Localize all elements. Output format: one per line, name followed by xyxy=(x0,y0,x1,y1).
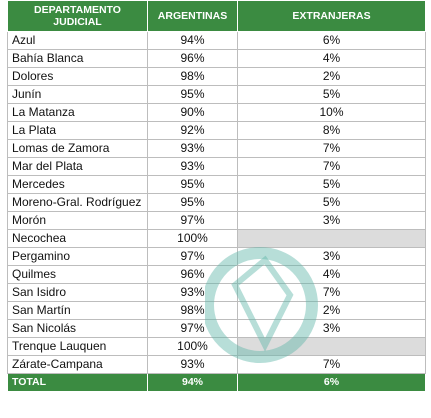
percent-cell: 93% xyxy=(147,139,238,158)
percent-cell: 100% xyxy=(147,229,238,248)
percent-cell: 98% xyxy=(147,67,238,86)
department-cell: Quilmes xyxy=(7,265,148,284)
table-body: Azul 94% 6% Bahía Blanca 96% 4% Dolores 98% 2% Ju… xyxy=(7,31,426,392)
percent-cell: 2% xyxy=(237,301,426,320)
percent-cell: 94% xyxy=(147,31,238,50)
table-row: Junín 95% 5% xyxy=(7,85,426,104)
percent-cell: 3% xyxy=(237,319,426,338)
percent-cell: 8% xyxy=(237,121,426,140)
table-row: San Isidro 93% 7% xyxy=(7,283,426,302)
percent-cell: 100% xyxy=(147,337,238,356)
table-row: La Plata 92% 8% xyxy=(7,121,426,140)
header-row: DEPARTAMENTO JUDICIAL ARGENTINAS EXTRANJER… xyxy=(7,0,426,32)
percent-cell: 3% xyxy=(237,211,426,230)
empty-cell xyxy=(237,229,426,248)
total-label: TOTAL xyxy=(7,373,148,392)
total-row: TOTAL 94% 6% xyxy=(7,373,426,392)
table-row: Morón 97% 3% xyxy=(7,211,426,230)
empty-cell xyxy=(237,337,426,356)
table-row: Bahía Blanca 96% 4% xyxy=(7,49,426,68)
department-cell: San Martín xyxy=(7,301,148,320)
percent-cell: 95% xyxy=(147,85,238,104)
table-row: Trenque Lauquen 100% xyxy=(7,337,426,356)
table-row: Mar del Plata 93% 7% xyxy=(7,157,426,176)
percent-cell: 2% xyxy=(237,67,426,86)
percent-cell: 97% xyxy=(147,247,238,266)
percent-cell: 10% xyxy=(237,103,426,122)
department-cell: Pergamino xyxy=(7,247,148,266)
table-row: Necochea 100% xyxy=(7,229,426,248)
department-cell: Lomas de Zamora xyxy=(7,139,148,158)
percent-cell: 97% xyxy=(147,211,238,230)
percent-cell: 7% xyxy=(237,355,426,374)
table-row: Zárate-Campana 93% 7% xyxy=(7,355,426,374)
table-row: San Martín 98% 2% xyxy=(7,301,426,320)
percent-cell: 98% xyxy=(147,301,238,320)
department-cell: Zárate-Campana xyxy=(7,355,148,374)
percent-cell: 7% xyxy=(237,157,426,176)
department-cell: Moreno-Gral. Rodríguez xyxy=(7,193,148,212)
table-row: Dolores 98% 2% xyxy=(7,67,426,86)
department-cell: Dolores xyxy=(7,67,148,86)
department-cell: Bahía Blanca xyxy=(7,49,148,68)
percent-cell: 97% xyxy=(147,319,238,338)
department-cell: Morón xyxy=(7,211,148,230)
total-cell: 94% xyxy=(147,373,238,392)
department-cell: San Isidro xyxy=(7,283,148,302)
table-row: Pergamino 97% 3% xyxy=(7,247,426,266)
percent-cell: 7% xyxy=(237,283,426,302)
table-row: Mercedes 95% 5% xyxy=(7,175,426,194)
department-cell: Necochea xyxy=(7,229,148,248)
percent-cell: 5% xyxy=(237,193,426,212)
table-row: La Matanza 90% 10% xyxy=(7,103,426,122)
percent-cell: 4% xyxy=(237,49,426,68)
percent-cell: 95% xyxy=(147,193,238,212)
data-table: DEPARTAMENTO JUDICIAL ARGENTINAS EXTRANJER… xyxy=(7,0,426,392)
department-cell: La Matanza xyxy=(7,103,148,122)
percent-cell: 6% xyxy=(237,31,426,50)
department-cell: San Nicolás xyxy=(7,319,148,338)
percent-cell: 93% xyxy=(147,157,238,176)
percent-cell: 93% xyxy=(147,355,238,374)
department-cell: Mercedes xyxy=(7,175,148,194)
percent-cell: 95% xyxy=(147,175,238,194)
percent-cell: 3% xyxy=(237,247,426,266)
percent-cell: 90% xyxy=(147,103,238,122)
table-row: San Nicolás 97% 3% xyxy=(7,319,426,338)
table-row: Quilmes 96% 4% xyxy=(7,265,426,284)
department-cell: La Plata xyxy=(7,121,148,140)
department-cell: Trenque Lauquen xyxy=(7,337,148,356)
department-cell: Junín xyxy=(7,85,148,104)
column-header: EXTRANJERAS xyxy=(237,0,426,32)
percent-cell: 96% xyxy=(147,265,238,284)
department-cell: Azul xyxy=(7,31,148,50)
department-cell: Mar del Plata xyxy=(7,157,148,176)
percent-cell: 92% xyxy=(147,121,238,140)
percent-cell: 5% xyxy=(237,175,426,194)
percent-cell: 4% xyxy=(237,265,426,284)
column-header: ARGENTINAS xyxy=(147,0,238,32)
table-row: Azul 94% 6% xyxy=(7,31,426,50)
table-row: Moreno-Gral. Rodríguez 95% 5% xyxy=(7,193,426,212)
percent-cell: 7% xyxy=(237,139,426,158)
total-cell: 6% xyxy=(237,373,426,392)
percent-cell: 96% xyxy=(147,49,238,68)
column-header: DEPARTAMENTO JUDICIAL xyxy=(7,0,148,32)
percent-cell: 5% xyxy=(237,85,426,104)
percent-cell: 93% xyxy=(147,283,238,302)
table-row: Lomas de Zamora 93% 7% xyxy=(7,139,426,158)
